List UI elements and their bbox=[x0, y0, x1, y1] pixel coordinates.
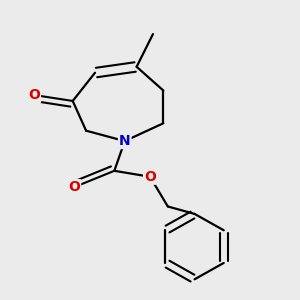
Text: O: O bbox=[28, 88, 40, 102]
Text: O: O bbox=[68, 180, 80, 194]
Text: O: O bbox=[144, 170, 156, 184]
Text: N: N bbox=[119, 134, 130, 148]
